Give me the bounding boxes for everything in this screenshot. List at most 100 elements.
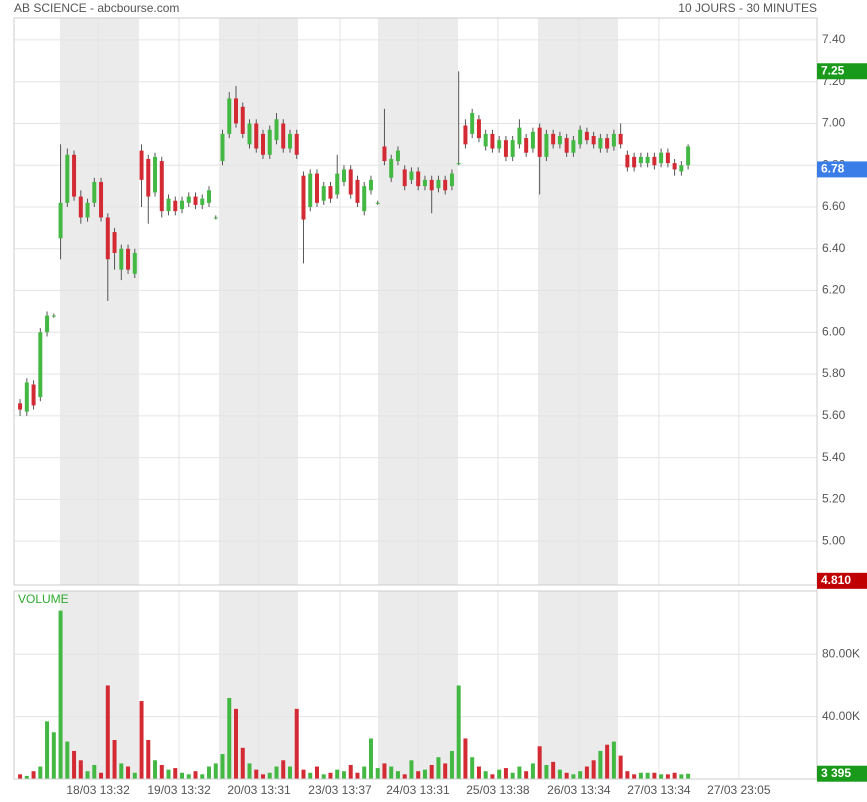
x-tick-label: 27/03 23:05 xyxy=(707,783,771,797)
candle-body xyxy=(153,156,158,193)
volume-bar xyxy=(470,757,475,779)
candle-body xyxy=(132,252,137,274)
volume-bar xyxy=(578,771,583,779)
price-tag-label: 3 395 xyxy=(821,766,851,780)
volume-bar xyxy=(490,774,495,779)
volume-bar xyxy=(510,772,515,779)
y-tick-label: 5.20 xyxy=(822,492,846,506)
candle-body xyxy=(395,150,400,162)
volume-bar xyxy=(159,764,164,779)
candle-body xyxy=(65,154,70,203)
volume-bar xyxy=(65,741,70,779)
volume-bar xyxy=(449,750,454,779)
candle-body xyxy=(31,384,36,406)
volume-bar xyxy=(537,746,542,779)
volume-bar xyxy=(611,741,616,779)
candle-body xyxy=(200,198,205,205)
candle-body xyxy=(638,156,643,164)
candle-body xyxy=(483,133,488,147)
candle-body xyxy=(422,179,427,187)
candle-body xyxy=(173,200,178,212)
volume-bar xyxy=(85,771,90,779)
price-tag xyxy=(817,572,867,589)
volume-bar xyxy=(598,750,603,779)
candle-body xyxy=(348,169,353,195)
candle-body xyxy=(260,133,265,155)
volume-bar xyxy=(193,771,198,779)
candle-body xyxy=(443,179,448,191)
candle-body xyxy=(645,156,650,164)
day-band xyxy=(219,18,298,585)
candle-body xyxy=(409,171,414,180)
candle-body xyxy=(429,179,434,191)
volume-bar xyxy=(173,768,178,779)
candle-body xyxy=(85,202,90,218)
volume-bar xyxy=(38,766,43,779)
volume-bar xyxy=(58,610,63,779)
volume-bar xyxy=(348,764,353,779)
y-tick-label: 5.00 xyxy=(822,533,846,547)
candle-body xyxy=(470,113,475,134)
candle-body xyxy=(38,332,43,398)
candle-body xyxy=(72,154,77,197)
y-tick-label: 6.00 xyxy=(822,324,846,338)
candle-body xyxy=(497,140,502,149)
volume-bar xyxy=(551,761,556,779)
plot-layer xyxy=(14,18,817,779)
volume-bar xyxy=(240,747,245,779)
volume-bar xyxy=(382,763,387,779)
price-frame xyxy=(13,17,818,586)
volume-bar xyxy=(281,760,286,779)
candle-body xyxy=(274,119,279,141)
x-tick-label: 25/03 13:38 xyxy=(466,783,530,797)
volume-bar xyxy=(557,769,562,779)
volume-bar xyxy=(443,763,448,779)
price-tag-label: 7.25 xyxy=(821,63,845,77)
x-tick-label: 20/03 13:31 xyxy=(227,783,291,797)
volume-bar xyxy=(314,766,319,779)
y-tick-label: 6.20 xyxy=(822,283,846,297)
candle-body xyxy=(598,138,603,149)
volume-bar xyxy=(530,763,535,779)
volume-bar xyxy=(31,771,36,779)
volume-bar xyxy=(105,685,110,779)
volume-bar xyxy=(186,774,191,779)
volume-bar xyxy=(227,697,232,779)
x-tick-label: 24/03 13:31 xyxy=(386,783,450,797)
day-band xyxy=(219,591,298,779)
price-tag xyxy=(817,63,867,80)
volume-bar xyxy=(389,766,394,779)
volume-bar xyxy=(200,774,205,779)
candle-body xyxy=(490,133,495,149)
candle-body xyxy=(578,129,583,145)
volume-bar xyxy=(132,772,137,779)
day-band xyxy=(60,18,139,585)
candle-body xyxy=(632,156,637,168)
candle-body xyxy=(591,135,596,145)
y-tick-label: 80.00K xyxy=(822,646,860,660)
volume-bar xyxy=(45,721,50,779)
volume-bar xyxy=(146,740,151,779)
candle-body xyxy=(166,198,171,212)
candle-body xyxy=(571,140,576,153)
candle-body xyxy=(78,196,83,218)
candle-body xyxy=(220,133,225,162)
volume-bar xyxy=(409,760,414,779)
candle-body xyxy=(584,131,589,141)
price-tag-label: 4.810 xyxy=(821,573,851,587)
candle-body xyxy=(625,154,630,168)
volume-bar xyxy=(679,774,684,779)
x-tick-label: 18/03 13:32 xyxy=(66,783,130,797)
candle-body xyxy=(389,158,394,178)
candle-body xyxy=(159,161,164,212)
volume-bar xyxy=(422,769,427,779)
volume-bar xyxy=(153,760,158,779)
candle-body xyxy=(375,202,380,204)
volume-bar xyxy=(416,771,421,779)
candle-body xyxy=(659,152,664,164)
volume-bar xyxy=(368,738,373,779)
candle-body xyxy=(314,173,319,203)
volume-bar xyxy=(335,769,340,779)
candle-body xyxy=(146,158,151,197)
candle-body xyxy=(436,179,441,189)
